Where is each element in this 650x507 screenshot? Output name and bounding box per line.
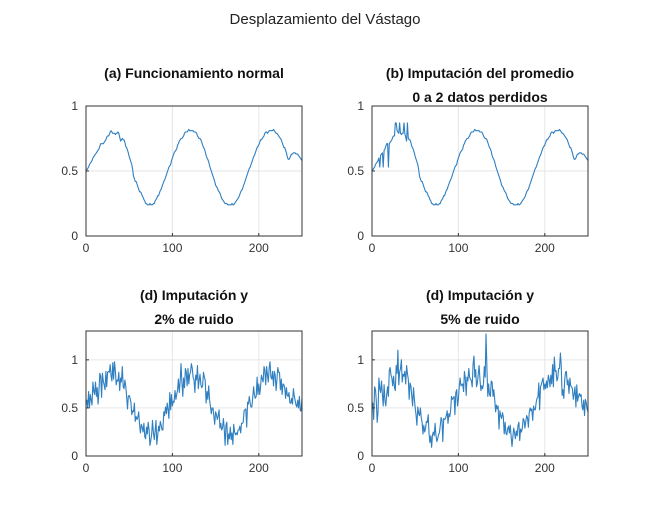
y-tick-label: 0.5 (347, 401, 364, 415)
subplot-title-line: (a) Funcionamiento normal (104, 65, 284, 81)
y-tick-label: 1 (357, 99, 364, 113)
x-tick-label: 200 (249, 461, 269, 475)
series-line (86, 128, 302, 206)
plot-border (371, 330, 589, 457)
plot-area (85, 330, 303, 457)
y-tick-label: 0 (357, 449, 364, 463)
x-tick-label: 0 (369, 241, 376, 255)
subplot-title-line: (d) Imputación y (140, 287, 248, 303)
x-tick-label: 0 (83, 241, 90, 255)
subplot-2: (b) Imputación del promedio 0 a 2 datos p… (347, 65, 589, 255)
subplot-1: (a) Funcionamiento normal 0 100 200 0 0.5 1 (61, 65, 303, 255)
x-tick-label: 100 (448, 241, 468, 255)
subplot-title-line: (d) Imputación y (426, 287, 534, 303)
series-line (86, 361, 302, 446)
subplot-title-line: 0 a 2 datos perdidos (412, 89, 548, 105)
series-line (372, 333, 588, 448)
subplot-title-line: (b) Imputación del promedio (386, 65, 574, 81)
x-tick-label: 200 (535, 241, 555, 255)
x-tick-label: 0 (369, 461, 376, 475)
y-tick-label: 0 (71, 449, 78, 463)
plot-border (85, 330, 303, 457)
x-tick-label: 200 (249, 241, 269, 255)
y-tick-label: 1 (71, 99, 78, 113)
y-tick-label: 0 (357, 229, 364, 243)
x-tick-label: 100 (448, 461, 468, 475)
x-tick-label: 0 (83, 461, 90, 475)
series-line (372, 122, 588, 206)
subplot-title-line: 2% de ruido (154, 311, 233, 327)
subplot-3: (d) Imputación y 2% de ruido 0 100 200 0 0.5 1 (61, 287, 303, 475)
y-tick-label: 0 (71, 229, 78, 243)
y-tick-label: 0.5 (61, 401, 78, 415)
subplot-title-line: 5% de ruido (440, 311, 519, 327)
y-tick-label: 1 (357, 353, 364, 367)
y-tick-label: 1 (71, 353, 78, 367)
x-tick-label: 100 (162, 241, 182, 255)
x-tick-label: 200 (535, 461, 555, 475)
plot-area (371, 330, 589, 457)
y-tick-label: 0.5 (347, 164, 364, 178)
subplot-4: (d) Imputación y 5% de ruido 0 100 200 0 0.5 1 (347, 287, 589, 475)
y-tick-label: 0.5 (61, 164, 78, 178)
x-tick-label: 100 (162, 461, 182, 475)
figure-title: Desplazamiento del Vástago (230, 11, 421, 28)
